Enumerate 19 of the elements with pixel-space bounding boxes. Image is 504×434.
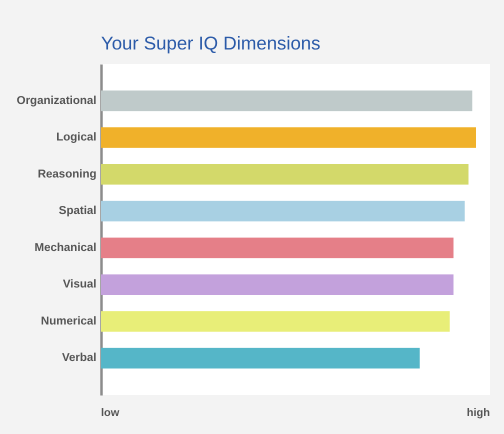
y-tick-label: Logical bbox=[56, 132, 96, 144]
bar bbox=[101, 238, 454, 258]
y-tick-label: Mechanical bbox=[34, 242, 96, 254]
y-tick-label: Numerical bbox=[40, 315, 96, 328]
y-tick-label: Organizational bbox=[16, 94, 96, 107]
bar bbox=[101, 200, 465, 222]
bar bbox=[101, 311, 450, 332]
y-tick-label: Reasoning bbox=[38, 168, 96, 180]
bar bbox=[101, 127, 476, 148]
y-tick-label: Visual bbox=[62, 278, 96, 291]
text: low bbox=[101, 407, 120, 419]
bar bbox=[101, 90, 472, 112]
text: high bbox=[466, 407, 490, 419]
bar bbox=[101, 164, 468, 185]
y-tick-label: Verbal bbox=[62, 352, 96, 364]
chart-title: Your Super IQ Dimensions bbox=[101, 32, 320, 54]
y-tick-label: Spatial bbox=[58, 205, 96, 218]
bar bbox=[101, 348, 420, 369]
bar bbox=[101, 274, 454, 295]
